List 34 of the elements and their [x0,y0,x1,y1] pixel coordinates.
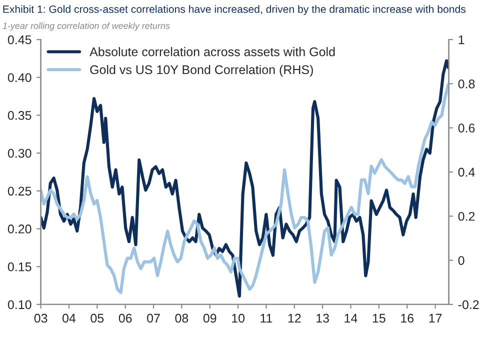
y-tick-label: 0.45 [8,35,32,44]
y-tick-label: 0.20 [8,224,32,234]
y2-tick-label: 1 [458,35,464,44]
legend-label: Gold vs US 10Y Bond Correlation (RHS) [90,64,313,77]
x-tick-label: 13 [316,314,329,323]
x-tick-label: 03 [34,314,48,323]
y2-tick-label: 0.4 [458,168,475,177]
x-tick-label: 04 [62,314,76,323]
x-tick-label: 05 [90,314,104,323]
x-tick-label: 17 [429,314,442,323]
y-tick-label: 0.10 [8,300,32,310]
y2-tick-label: 0 [458,256,464,265]
y-tick-label: 0.35 [8,111,32,120]
x-tick-label: 09 [203,314,216,323]
x-tick-label: 10 [232,314,244,323]
x-tick-label: 16 [401,314,414,323]
y2-tick-label: -0.2 [458,300,479,310]
x-tick-label: 07 [147,314,160,323]
x-tick-label: 12 [288,314,301,323]
x-tick-label: 06 [118,314,132,323]
y-tick-label: 0.15 [8,262,32,272]
y2-tick-label: 0.6 [458,124,475,133]
x-tick-label: 11 [260,314,272,323]
legend-label: Absolute correlation across assets with Gold [90,47,335,56]
y-tick-label: 0.30 [8,148,32,158]
y-tick-label: 0.40 [8,73,32,82]
y2-tick-label: 0.2 [458,212,475,221]
y2-tick-label: 0.8 [458,80,475,88]
x-tick-label: 08 [175,314,188,323]
chart-title: Exhibit 1: Gold cross-asset correlations have increased, driven by the dramatic increase with bonds [3,5,466,15]
x-tick-label: 15 [372,314,386,323]
y-tick-label: 0.25 [8,186,32,196]
chart-subtitle: 1-year rolling correlation of weekly returns [2,22,170,31]
x-tick-label: 14 [344,314,358,323]
